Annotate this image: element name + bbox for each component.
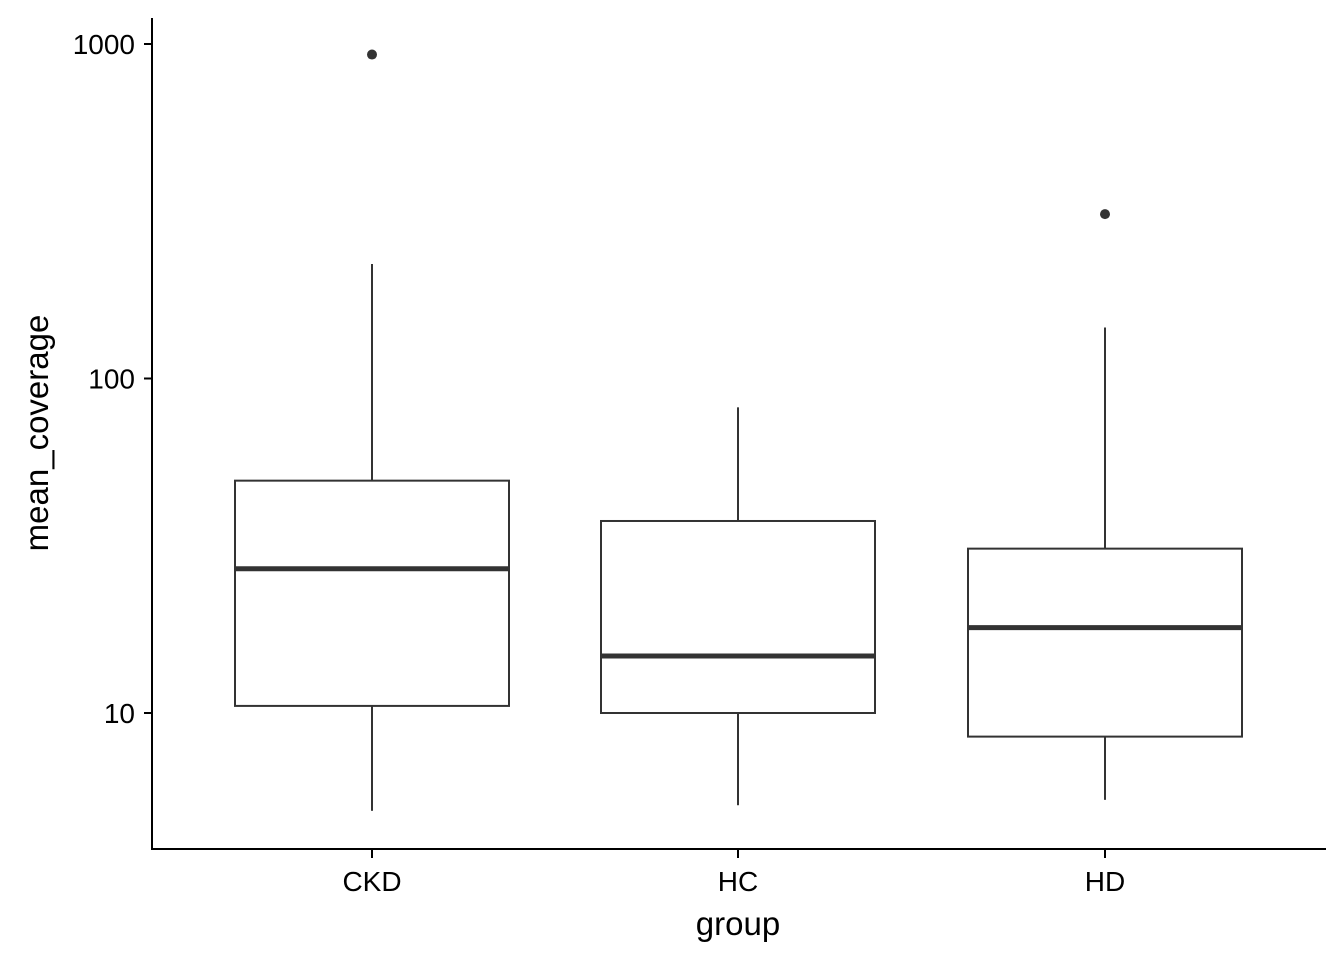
x-tick-label: HD bbox=[1085, 866, 1125, 897]
box-group-hd bbox=[967, 209, 1243, 800]
y-tick-label: 100 bbox=[88, 364, 135, 395]
y-tick-label: 1000 bbox=[73, 29, 135, 60]
box-group-ckd bbox=[234, 49, 510, 811]
outlier-point bbox=[1100, 209, 1110, 220]
box-group-hc bbox=[600, 407, 876, 806]
x-axis-ticks: CKD HC HD bbox=[342, 850, 1125, 897]
plot-area bbox=[234, 49, 1243, 811]
x-tick-label: CKD bbox=[342, 866, 401, 897]
x-axis-title: group bbox=[696, 905, 780, 942]
outlier-point bbox=[367, 49, 377, 60]
x-tick-label: HC bbox=[718, 866, 758, 897]
iqr-box bbox=[600, 519, 876, 714]
y-tick-label: 10 bbox=[104, 698, 135, 729]
iqr-box bbox=[967, 547, 1243, 738]
y-axis-ticks: 10 100 1000 bbox=[73, 29, 152, 729]
iqr-box bbox=[234, 479, 510, 707]
y-axis-title: mean_coverage bbox=[18, 315, 55, 552]
